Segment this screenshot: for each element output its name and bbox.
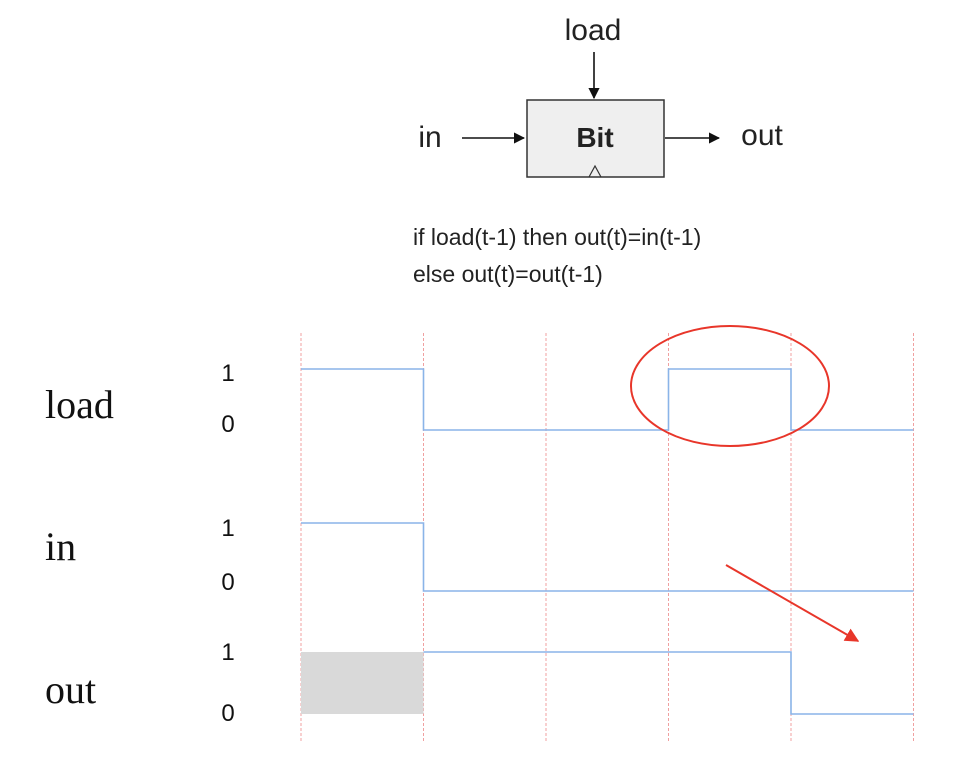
waveform-out (423, 651, 914, 715)
clock-triangle-icon (588, 164, 602, 178)
load-pin-label: load (565, 14, 622, 47)
spec-line-2: else out(t)=out(t-1) (413, 261, 603, 287)
out-pin-label: out (741, 119, 783, 152)
signal-name-out: out (45, 667, 96, 712)
spec-line-1: if load(t-1) then out(t)=in(t-1) (413, 224, 701, 250)
waveform-out-unknown (301, 652, 424, 714)
bit-chip-name: Bit (576, 122, 613, 153)
signal-row-in: in 1 0 (45, 515, 235, 596)
waveform-load (301, 368, 914, 431)
waveform-in (301, 522, 914, 592)
signal-row-load: load 1 0 (45, 360, 235, 438)
waveforms (301, 368, 914, 715)
signal-name-in: in (45, 524, 76, 569)
bit-spec: if load(t-1) then out(t)=in(t-1) else ou… (413, 224, 701, 287)
bit-chip: load Bit in out (418, 14, 784, 178)
annotation-circle (630, 325, 830, 447)
signal-name-load: load (45, 382, 114, 427)
in-pin-label: in (418, 121, 441, 154)
load-high-label: 1 (221, 360, 234, 387)
bit-chip-box (526, 99, 665, 178)
signal-row-out: out 1 0 (45, 639, 235, 727)
timing-diagram: load 1 0 in 1 0 out 1 0 (45, 325, 914, 742)
load-low-label: 0 (221, 411, 234, 438)
in-low-label: 0 (221, 569, 234, 596)
out-low-label: 0 (221, 700, 234, 727)
annotation-arrow (725, 564, 860, 642)
out-high-label: 1 (221, 639, 234, 666)
in-high-label: 1 (221, 515, 234, 542)
